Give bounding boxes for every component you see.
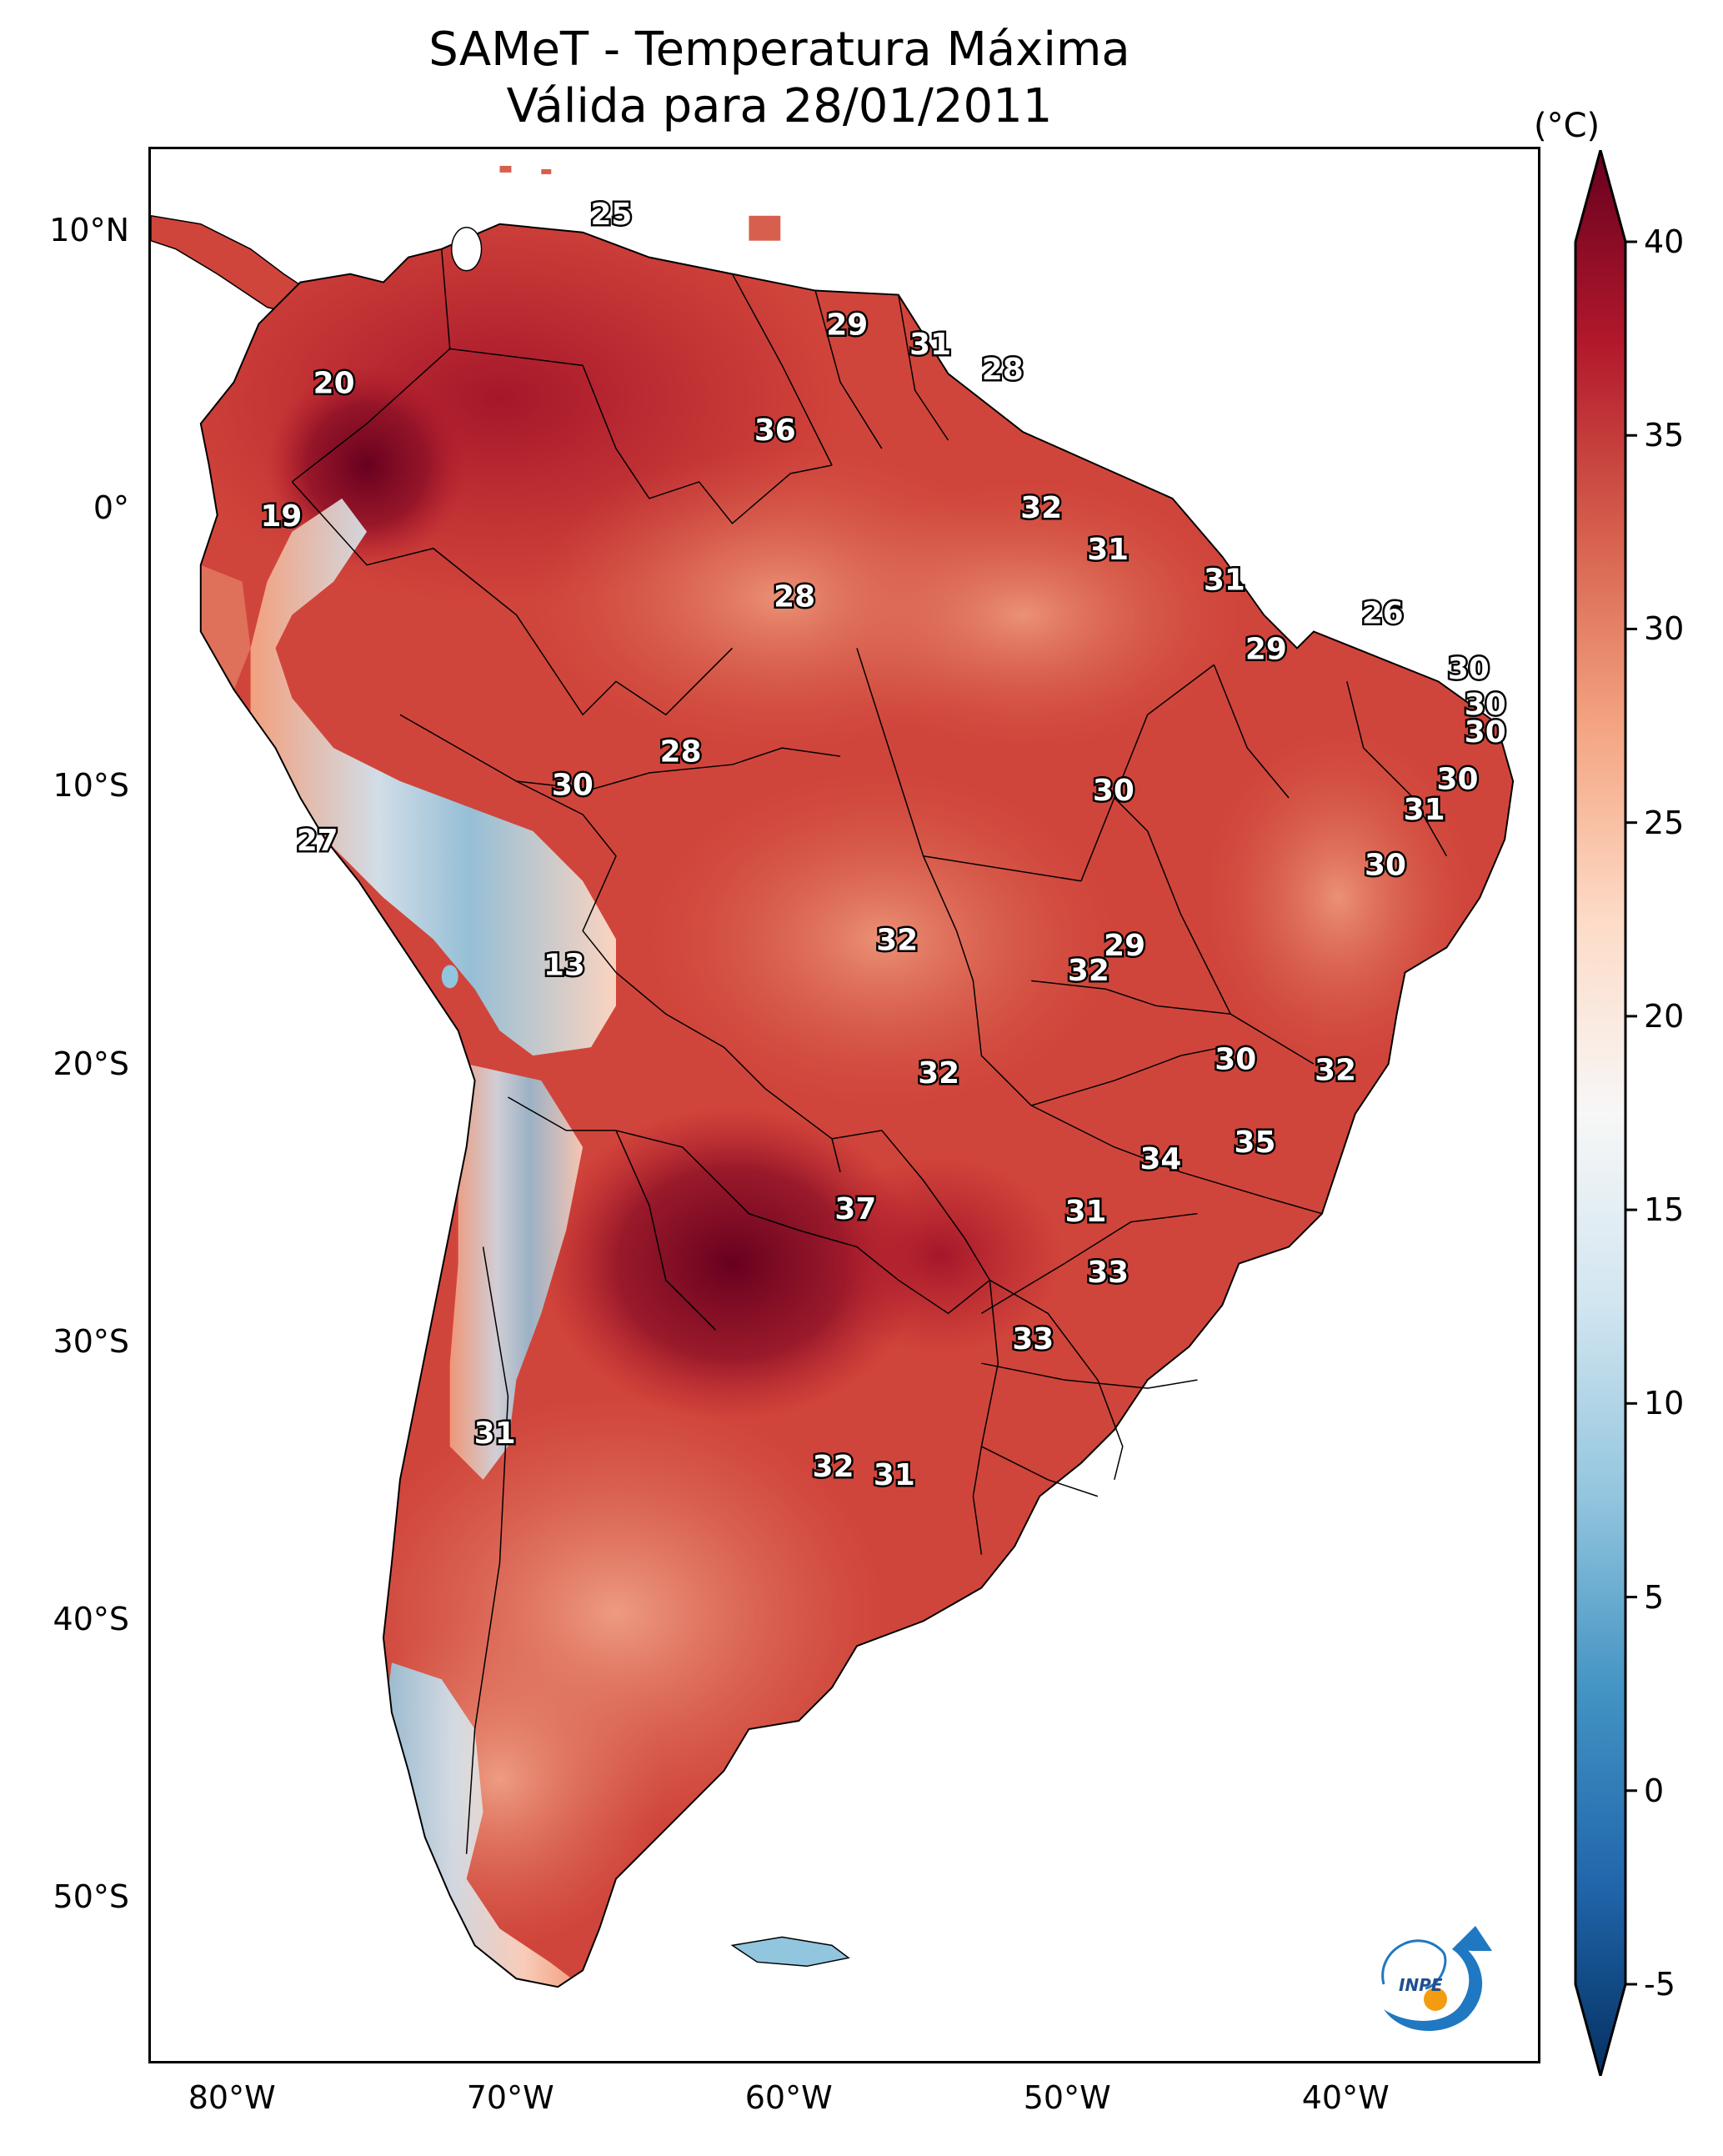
longitude-tick-label: 60°W [744,2079,833,2116]
station-temperature-label: 30 [1436,763,1478,797]
station-temperature-label: 28 [660,735,702,769]
latitude-tick-label: 0° [93,489,129,527]
station-temperature-label: 27 [297,824,338,858]
continent-temperature-field [200,223,1514,1988]
colorbar-body [1574,150,1627,2076]
station-temperature-label: 30 [1465,688,1506,722]
station-temperature-label: 32 [876,923,918,957]
station-temperature-label: 32 [1315,1054,1356,1088]
station-temperature-label: 36 [754,414,796,448]
station-temperature-label: 30 [1365,849,1406,883]
latitude-tick-label: 30°S [53,1322,129,1360]
station-temperature-label: 32 [1020,491,1062,525]
station-temperature-label: 32 [918,1056,959,1091]
station-temperature-label: 31 [1065,1195,1107,1229]
longitude-tick-label: 40°W [1301,2079,1390,2116]
continent-outline [199,223,1515,1988]
station-temperature-label: 28 [982,353,1024,387]
logo-text: INPE [1399,1975,1443,1995]
colorbar-unit-label: (°C) [1534,107,1600,145]
colorbar-tick-label: 0 [1644,1772,1665,1809]
colorbar-tick-label: 40 [1644,223,1685,260]
latitude-tick-label: 40°S [53,1600,129,1637]
station-temperature-label: 31 [874,1458,915,1492]
station-temperature-label: 33 [1012,1322,1054,1356]
station-temperature-label: 28 [774,579,815,614]
colorbar-tick-label: 15 [1644,1191,1685,1229]
station-temperature-label: 31 [1404,793,1445,827]
title-line-1: SAMeT - Temperatura Máxima [428,23,1130,77]
title-line-2: Válida para 28/01/2011 [506,79,1053,133]
inpe-logo: INPE [1381,1926,1492,2032]
latitude-tick-label: 20°S [53,1045,129,1082]
colorbar-tick-label: 35 [1644,417,1685,454]
colorbar [1574,150,1637,2076]
lake-maracaibo [450,227,483,272]
station-temperature-label: 30 [1093,774,1134,808]
station-temperature-label: 30 [1465,715,1506,750]
logo-orbit [1381,1939,1447,1990]
station-temperature-label: 35 [1235,1126,1276,1160]
station-temperature-label: 34 [1139,1142,1181,1176]
station-temperature-label: 30 [1448,652,1490,686]
political-borders [291,248,1448,1854]
station-temperature-label: 19 [260,499,302,534]
station-temperature-label: 32 [813,1450,854,1484]
station-temperature-label: 32 [1068,954,1109,988]
latitude-tick-label: 50°S [53,1878,129,1916]
station-temperature-label: 33 [1087,1256,1129,1290]
falkland-islands [730,1936,850,1968]
station-temperature-label: 30 [552,768,594,802]
longitude-tick-label: 80°W [188,2079,276,2116]
logo-arrow [1452,1926,1492,1951]
station-temperature-label: 30 [1215,1042,1256,1076]
caribbean-island [749,215,781,241]
latitude-tick-label: 10°S [53,767,129,805]
longitude-tick-label: 50°W [1023,2079,1111,2116]
station-temperature-label: 31 [909,328,951,362]
station-temperature-label: 31 [1087,533,1129,567]
colorbar-tick-label: 10 [1644,1385,1685,1422]
station-temperature-label: 31 [1204,563,1245,597]
chart-title: SAMeT - Temperatura Máxima Válida para 2… [0,22,1559,135]
colorbar-tick-label: 30 [1644,610,1685,648]
andes-central-cold-band [449,1064,584,1480]
colorbar-tick-label: -5 [1644,1966,1675,2003]
station-temperature-label: 20 [313,366,355,400]
station-temperature-label: 26 [1362,596,1404,630]
station-temperature-label: 37 [834,1192,876,1226]
lake-titicaca [441,965,458,989]
colorbar-tick-label: 5 [1644,1578,1665,1616]
logo-sun [1424,1988,1447,2011]
colorbar-tick-marks [1625,240,1637,1986]
andes-cold-band [250,498,616,1056]
colorbar-tick-label: 20 [1644,997,1685,1035]
station-temperature-label: 25 [590,198,632,232]
colorbar-tick-label: 25 [1644,804,1685,841]
station-temperature-label: 29 [1104,929,1145,963]
caribbean-island [541,168,552,174]
station-temperature-label: 29 [1245,633,1287,667]
station-temperature-label: 13 [543,948,585,982]
map-panel: 25 20 29 31 28 36 19 32 31 28 31 26 29 30 30 30 28 30 30 30… [148,147,1540,2063]
caribbean-island [499,165,512,173]
logo-swoosh [1384,1943,1483,2032]
longitude-tick-label: 70°W [466,2079,554,2116]
station-temperature-label: 29 [826,308,868,343]
station-temperature-label: 31 [474,1416,516,1451]
latitude-tick-label: 10°N [49,211,129,248]
